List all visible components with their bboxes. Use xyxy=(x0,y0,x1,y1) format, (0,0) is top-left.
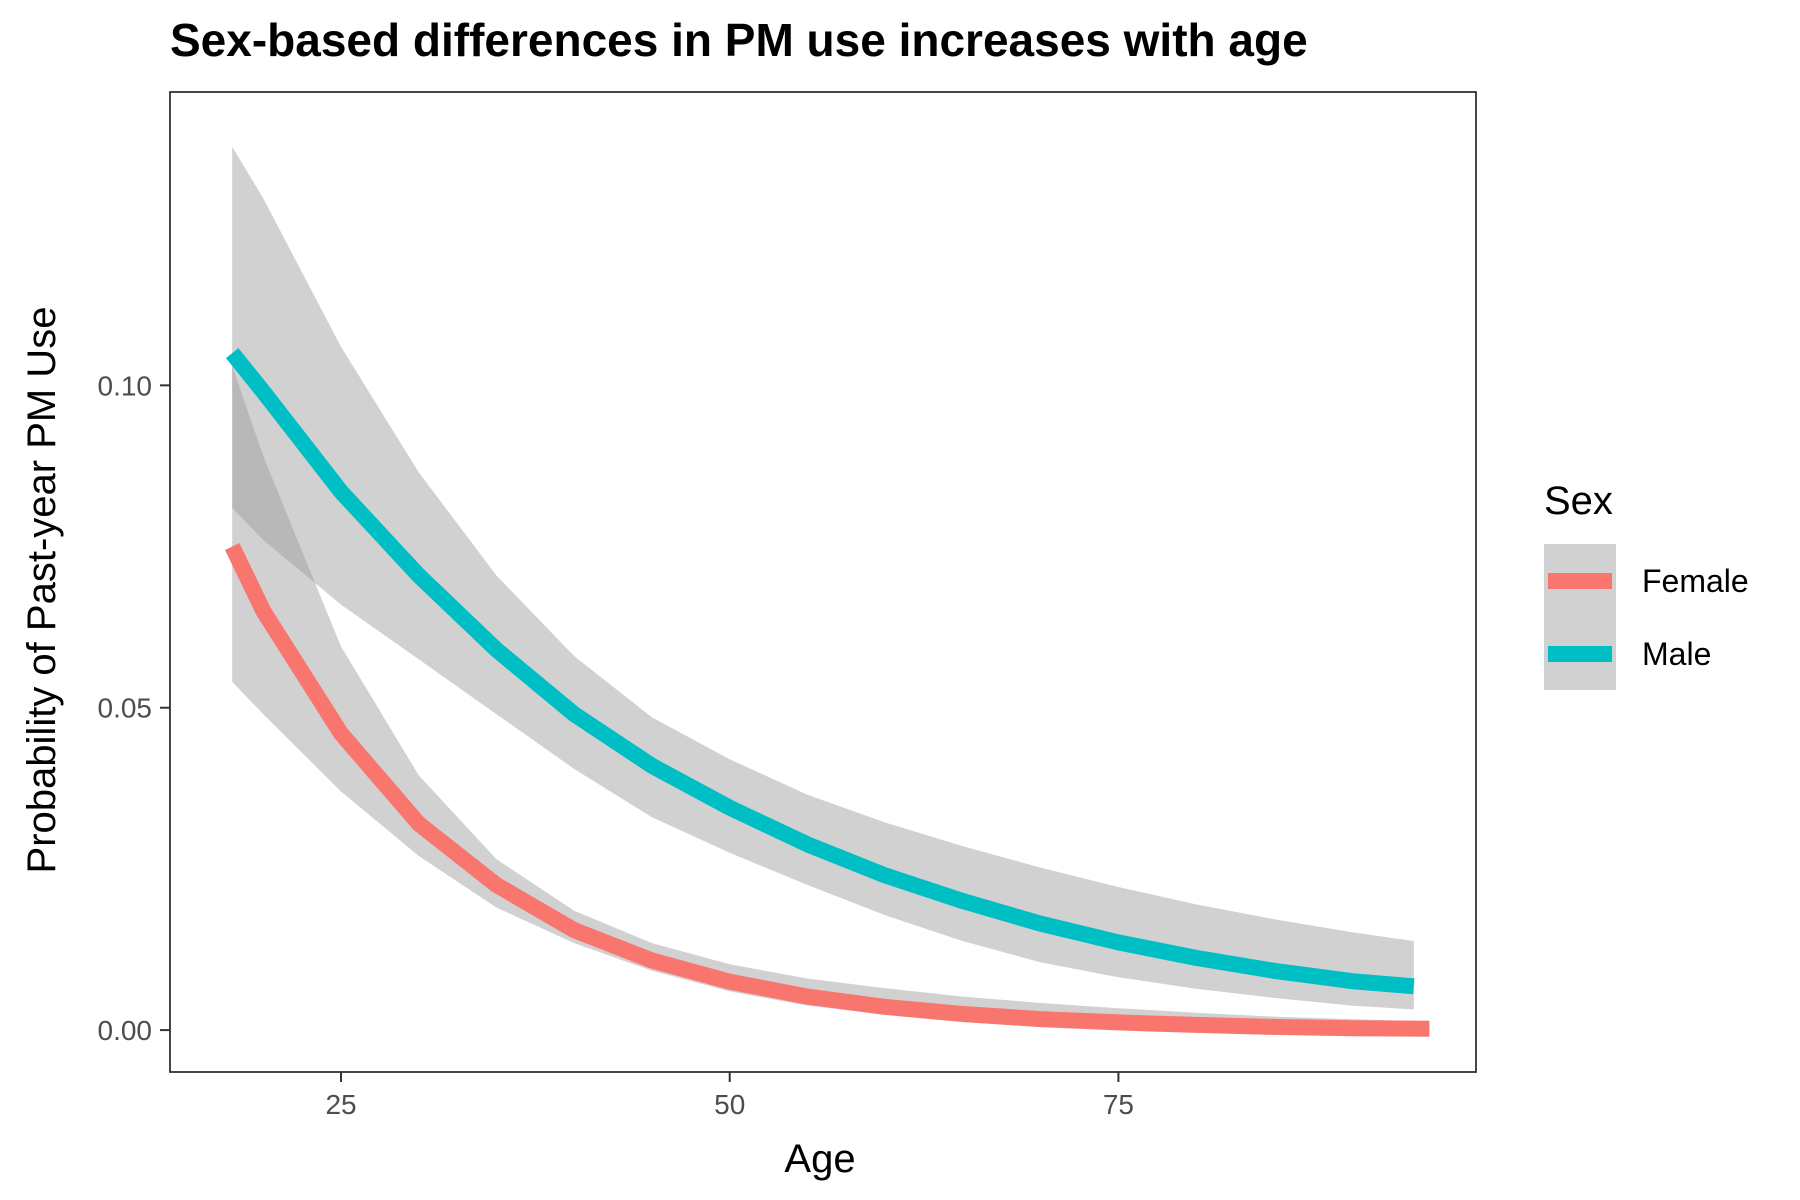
legend-label-female: Female xyxy=(1642,563,1749,599)
y-axis: 0.00 0.05 0.10 xyxy=(98,370,170,1046)
panel-border xyxy=(169,91,1477,1073)
x-axis-title: Age xyxy=(784,1137,855,1181)
legend-title: Sex xyxy=(1544,479,1613,523)
x-tick-label-75: 75 xyxy=(1103,1089,1134,1120)
line-male xyxy=(225,348,1415,995)
y-tick-label-0.10: 0.10 xyxy=(98,370,153,401)
y-axis-title: Probability of Past-year PM Use xyxy=(20,307,64,874)
chart-title: Sex-based differences in PM use increase… xyxy=(170,14,1308,66)
x-axis: 25 50 75 xyxy=(325,1072,1134,1120)
y-tick-label-0.00: 0.00 xyxy=(98,1015,153,1046)
legend-label-male: Male xyxy=(1642,636,1711,672)
line-female xyxy=(224,543,1430,1037)
confidence-ribbons xyxy=(232,146,1414,1030)
x-tick-label-25: 25 xyxy=(325,1089,356,1120)
series-lines xyxy=(224,348,1430,1037)
legend: Sex Female Male xyxy=(1544,479,1749,690)
y-tick-label-0.05: 0.05 xyxy=(98,693,153,724)
ribbon-male xyxy=(232,146,1414,1010)
legend-items: Female Male xyxy=(1544,544,1749,690)
legend-key-background xyxy=(1544,544,1616,690)
x-tick-label-50: 50 xyxy=(714,1089,745,1120)
